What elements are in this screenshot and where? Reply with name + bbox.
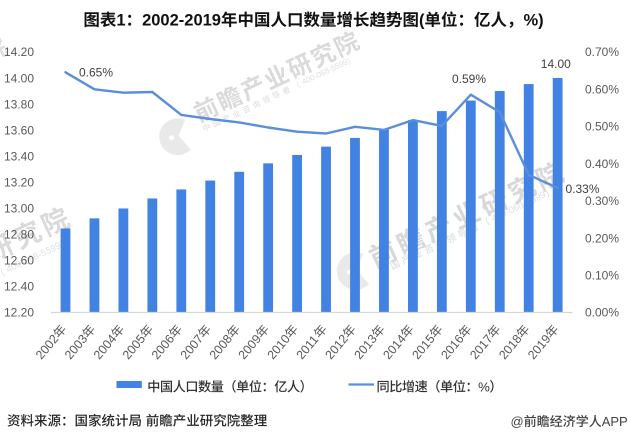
svg-text:13.40: 13.40	[4, 149, 34, 163]
svg-text:13.20: 13.20	[4, 175, 34, 189]
svg-text:12.40: 12.40	[4, 280, 34, 294]
svg-text:0.00%: 0.00%	[585, 306, 619, 320]
svg-text:0.50%: 0.50%	[585, 120, 619, 134]
svg-text:0.30%: 0.30%	[585, 194, 619, 208]
svg-text:0.10%: 0.10%	[585, 268, 619, 282]
svg-text:0.33%: 0.33%	[566, 182, 600, 196]
svg-text:2002-2019: 2002-2019	[142, 12, 221, 30]
svg-text:%): %)	[523, 12, 543, 30]
svg-text:13.80: 13.80	[4, 97, 34, 111]
svg-text:(: (	[419, 12, 425, 30]
svg-text:@: @	[511, 414, 524, 429]
svg-text:14.00: 14.00	[541, 57, 571, 71]
svg-text:0.20%: 0.20%	[585, 231, 619, 245]
svg-text:12.80: 12.80	[4, 228, 34, 242]
svg-text:14.00: 14.00	[4, 71, 34, 85]
svg-text:0.70%: 0.70%	[585, 45, 619, 59]
svg-text:12.60: 12.60	[4, 254, 34, 268]
svg-text:%: %	[478, 379, 490, 394]
svg-text:14.20: 14.20	[4, 45, 34, 59]
svg-text:0.60%: 0.60%	[585, 82, 619, 96]
svg-text:APP: APP	[602, 414, 628, 429]
svg-text:13.00: 13.00	[4, 202, 34, 216]
svg-text:0.40%: 0.40%	[585, 157, 619, 171]
svg-text:0.59%: 0.59%	[452, 72, 486, 86]
svg-text:1: 1	[116, 12, 125, 30]
svg-text:12.20: 12.20	[4, 306, 34, 320]
svg-text:13.60: 13.60	[4, 123, 34, 137]
svg-text:0.65%: 0.65%	[79, 66, 113, 80]
